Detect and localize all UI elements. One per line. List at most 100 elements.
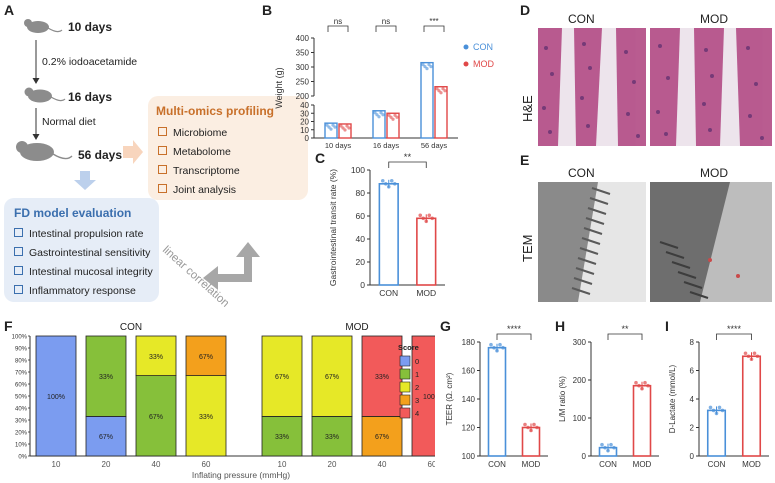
significance-bracket	[327, 25, 349, 32]
data-point	[381, 113, 385, 117]
y-tick-label: 20	[300, 118, 309, 127]
stacked-score-chart: 0%10%20%30%40%50%60%70%80%90%100%100%103…	[12, 322, 435, 480]
data-point	[443, 89, 447, 93]
timeline-day56: 56 days	[78, 148, 123, 162]
corner-arrow-icon	[203, 242, 260, 290]
stack-segment-score-1	[261, 416, 303, 457]
segment-label: 67%	[275, 374, 289, 381]
bar-mod	[416, 217, 437, 286]
data-point	[387, 113, 391, 117]
data-point	[637, 383, 641, 388]
data-point	[427, 63, 431, 67]
significance-label: **	[404, 152, 412, 163]
mouse-icon	[24, 19, 63, 33]
y-tick-label: 8	[690, 338, 695, 347]
y-tick-label: 80	[356, 188, 366, 198]
data-point	[377, 115, 381, 119]
data-point	[711, 408, 716, 413]
fd-model-title: FD model evaluation	[14, 206, 132, 220]
multiomics-item: Transcriptome	[158, 165, 240, 177]
data-point	[749, 357, 754, 362]
panel-letter-i: I	[665, 318, 669, 334]
y-tick-label: 20%	[15, 431, 28, 437]
square-icon	[158, 127, 167, 136]
legend-label-con: CON	[473, 42, 493, 52]
data-point	[752, 351, 757, 356]
x-tick-label: 16 days	[373, 141, 400, 150]
bar-mod	[632, 384, 652, 457]
data-point	[380, 179, 385, 183]
data-point	[425, 67, 429, 71]
y-tick-label: 30	[300, 109, 309, 118]
data-point	[634, 380, 638, 385]
bar-mod	[338, 123, 352, 139]
segment-label: 33%	[99, 374, 113, 381]
data-point	[327, 125, 331, 129]
y-axis-label: L/M ratio (%)	[558, 376, 567, 422]
data-point	[529, 428, 533, 433]
significance-label: ****	[727, 324, 742, 334]
data-point	[347, 126, 351, 130]
y-tick-label: 20	[356, 257, 366, 267]
data-point	[421, 63, 425, 67]
x-tick-label: 20	[102, 460, 111, 469]
legend-label-1: 1	[415, 370, 419, 379]
y-tick-label: 250	[296, 78, 310, 87]
x-tick-label: MOD	[742, 460, 761, 469]
bar-mod	[741, 355, 762, 457]
y-tick-label: 90%	[15, 347, 28, 353]
y-tick-label: 200	[296, 92, 310, 101]
segment-label: 67%	[325, 374, 339, 381]
y-tick-label: 100	[573, 414, 587, 423]
panel-letter-f: F	[4, 318, 13, 334]
right-arrow-icon	[123, 140, 143, 164]
group-label-mod: MOD	[345, 322, 368, 333]
legend-swatch-4	[399, 407, 411, 419]
panel-letter-g: G	[440, 318, 451, 334]
x-tick-label: CON	[599, 460, 617, 469]
y-tick-label: 300	[296, 63, 310, 72]
stack-segment-score-1	[135, 375, 177, 457]
data-point	[603, 445, 607, 450]
fd-model-item: Gastrointestinal sensitivity	[14, 247, 150, 259]
transit-rate-chart: 0 20 40 60 80 100 Gastrointestinal transit rat…	[328, 152, 445, 298]
y-tick-label: 40%	[15, 407, 28, 413]
legend-swatch-0	[399, 355, 411, 367]
stack-segment-score-3	[185, 335, 227, 376]
data-point	[720, 408, 725, 413]
data-point	[743, 351, 748, 356]
y-tick-label: 30%	[15, 419, 28, 425]
y-tick-label: 80%	[15, 359, 28, 365]
data-point	[333, 125, 337, 129]
panel-letter-c: C	[315, 150, 326, 166]
data-point	[437, 89, 441, 93]
y-tick-label: 4	[690, 395, 695, 404]
stack-segment-score-0	[35, 335, 77, 457]
bar-con	[324, 122, 338, 139]
significance-bracket	[388, 161, 427, 168]
y-tick-label: 0	[305, 134, 310, 143]
square-icon	[158, 165, 167, 174]
panel-letter-e: E	[520, 152, 530, 168]
significance-bracket	[716, 333, 752, 340]
segment-label: 100%	[47, 394, 65, 401]
x-tick-label: 10	[278, 460, 287, 469]
stack-segment-score-4	[411, 335, 435, 457]
significance-label: **	[621, 324, 629, 334]
legend-label-2: 2	[415, 383, 419, 392]
y-tick-label: 6	[690, 367, 695, 376]
y-tick-label: 0%	[18, 455, 27, 461]
data-point	[755, 354, 760, 359]
y-tick-label: 160	[462, 367, 476, 376]
data-point	[341, 126, 345, 130]
y-tick-label: 40	[300, 101, 309, 110]
x-tick-label: 20	[328, 460, 337, 469]
bar-con	[487, 346, 507, 457]
data-point	[498, 342, 502, 347]
square-icon	[158, 184, 167, 193]
legend-label-0: 0	[415, 357, 419, 366]
data-point	[501, 345, 505, 350]
data-point	[427, 213, 432, 218]
multiomics-box: Multi-omics profiling Microbiome Metabol…	[148, 96, 308, 200]
data-point	[395, 115, 399, 119]
